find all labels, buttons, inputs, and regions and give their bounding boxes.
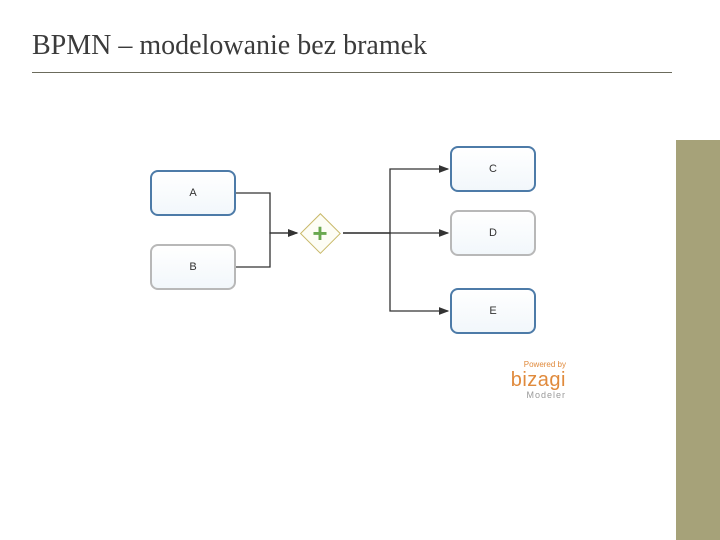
bpmn-diagram: AB CDE + Powered by bizagi Modeler (130, 140, 570, 400)
task-node-b: B (150, 244, 236, 290)
title-underline (32, 72, 672, 73)
powered-by-label: Powered by (511, 360, 566, 369)
gateway-plus-icon: + (300, 213, 340, 253)
edge (236, 193, 297, 233)
task-node-a: A (150, 170, 236, 216)
side-accent-bar (676, 140, 720, 540)
edge (343, 169, 448, 233)
page-title: BPMN – modelowanie bez bramek (32, 30, 427, 62)
bizagi-logo-text: bizagi (511, 369, 566, 392)
bizagi-watermark: Powered by bizagi Modeler (511, 360, 566, 400)
task-node-e: E (450, 288, 536, 334)
edge (236, 233, 297, 267)
task-node-c: C (450, 146, 536, 192)
edge (343, 233, 448, 311)
parallel-gateway: + (300, 213, 340, 253)
task-node-d: D (450, 210, 536, 256)
